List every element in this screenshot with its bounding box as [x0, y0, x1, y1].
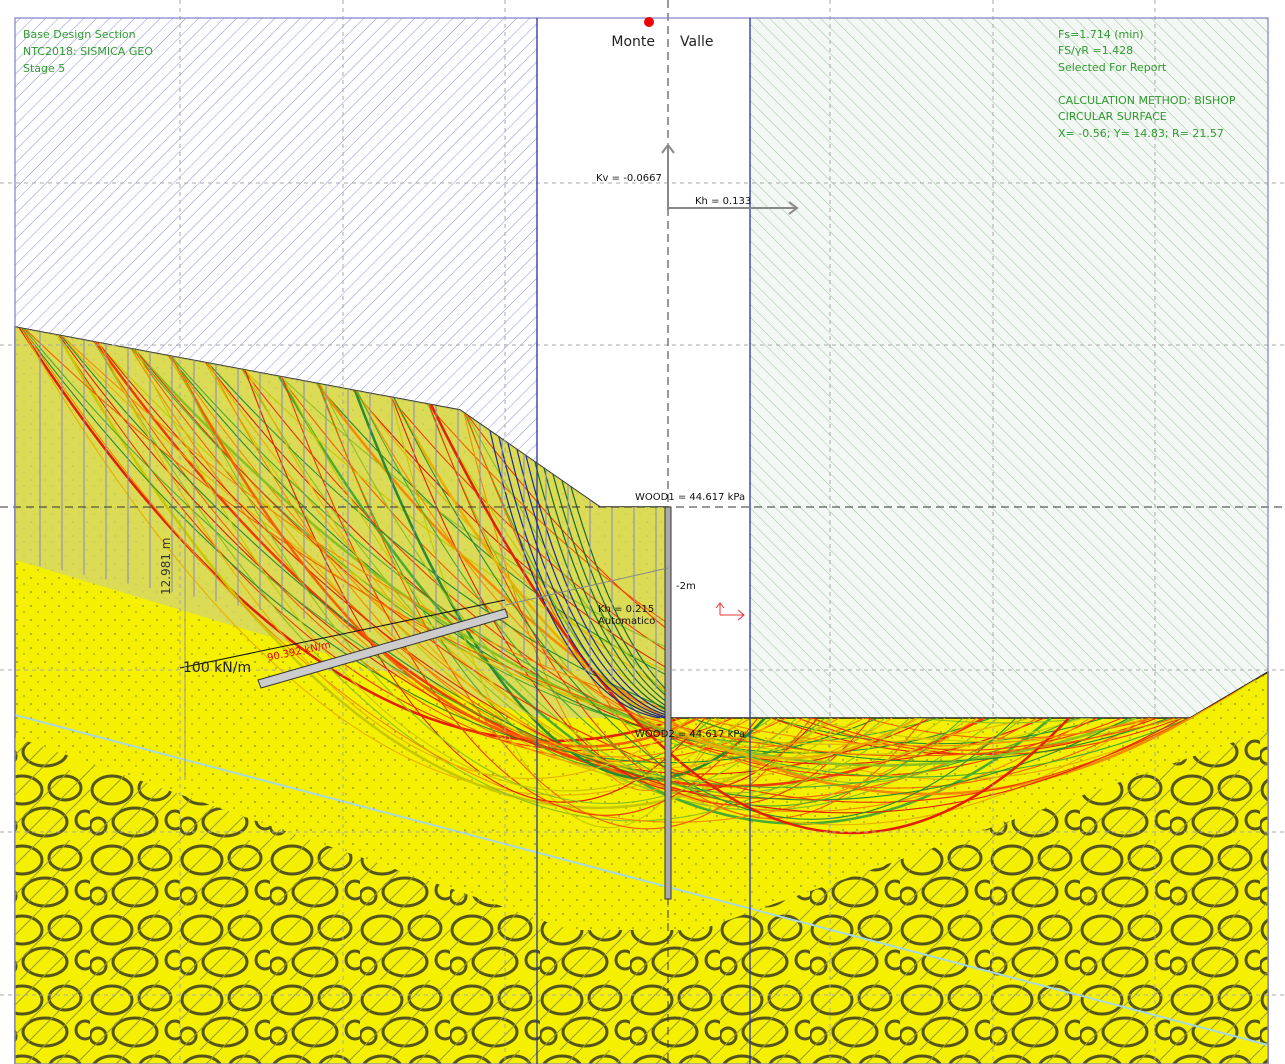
slip-surface	[207, 362, 1243, 762]
slip-surfaces	[18, 327, 1264, 835]
header-left: Base Design Section	[23, 28, 136, 41]
slip-surface	[393, 397, 1017, 820]
slip-surface	[94, 341, 985, 788]
slip-surface	[135, 349, 745, 792]
slip-surface	[208, 362, 752, 758]
slip-surface	[61, 335, 1229, 747]
slip-surface	[130, 348, 840, 774]
slip-surface	[59, 335, 1031, 745]
slip-surface	[244, 369, 706, 803]
depth-label: -2m	[676, 581, 696, 592]
header-right: CIRCULAR SURFACE	[1058, 110, 1167, 123]
header-right: CALCULATION METHOD: BISHOP	[1058, 94, 1236, 107]
slip-surface	[206, 362, 1144, 826]
slip-surface	[170, 355, 699, 748]
slip-surface	[98, 342, 692, 779]
slip-surface	[391, 396, 918, 760]
slip-surface	[279, 376, 1151, 789]
kh-label: Kh = 0.133	[695, 196, 751, 207]
slip-surface	[24, 328, 1176, 757]
slip-surface	[18, 327, 681, 743]
header-right: FS/γR =1.428	[1058, 44, 1133, 57]
slip-surface	[281, 376, 759, 816]
slip-surface	[525, 455, 685, 719]
slip-surface	[355, 390, 865, 748]
slip-surface	[319, 383, 911, 794]
slip-surface	[168, 355, 992, 754]
anchor	[179, 567, 669, 689]
slip-surface	[516, 449, 679, 719]
slip-surface	[356, 390, 964, 807]
header-left: Stage 5	[23, 62, 65, 75]
slip-surface	[489, 430, 661, 719]
slip-surface	[498, 436, 667, 719]
slip-surface	[282, 376, 858, 781]
thrust-icon	[715, 602, 745, 621]
kv-label: Kv = -0.0667	[596, 173, 662, 184]
origin-dot	[644, 17, 654, 27]
pressure-label: WOOD2 = 44.617 kPa	[635, 729, 745, 740]
slip-surface	[429, 404, 971, 771]
slip-surface	[466, 414, 1024, 784]
slip-surface	[22, 328, 978, 823]
height-label: 12.981 m	[159, 538, 173, 596]
header-right: Fs=1.714 (min)	[1058, 28, 1144, 41]
slices	[39, 331, 657, 690]
slip-surface	[315, 382, 1204, 796]
header-right: X= -0.56; Y= 14.83; R= 21.57	[1058, 127, 1224, 140]
header-left: NTC2018: SISMICA GEO	[23, 45, 153, 58]
slip-surface	[134, 349, 1236, 803]
slip-surface	[96, 341, 1084, 755]
pressure-label: WOOD1 = 44.617 kPa	[635, 492, 745, 503]
slip-surface	[94, 341, 886, 822]
anchor-load: 100 kN/m	[183, 660, 251, 676]
frame	[14, 17, 1269, 1064]
slip-surface	[389, 396, 1211, 756]
side-label: Monte	[611, 34, 655, 50]
kh-mode-label: Automatico	[598, 616, 655, 627]
slip-surface	[172, 356, 798, 804]
wall	[664, 506, 672, 900]
kh-wall-label: Kh = 0.215	[598, 604, 654, 615]
header-right: Selected For Report	[1058, 61, 1167, 74]
seismic-arrows	[661, 143, 799, 215]
side-label: Valle	[680, 34, 713, 50]
slip-surface	[245, 369, 805, 769]
slip-surface	[60, 335, 1130, 801]
